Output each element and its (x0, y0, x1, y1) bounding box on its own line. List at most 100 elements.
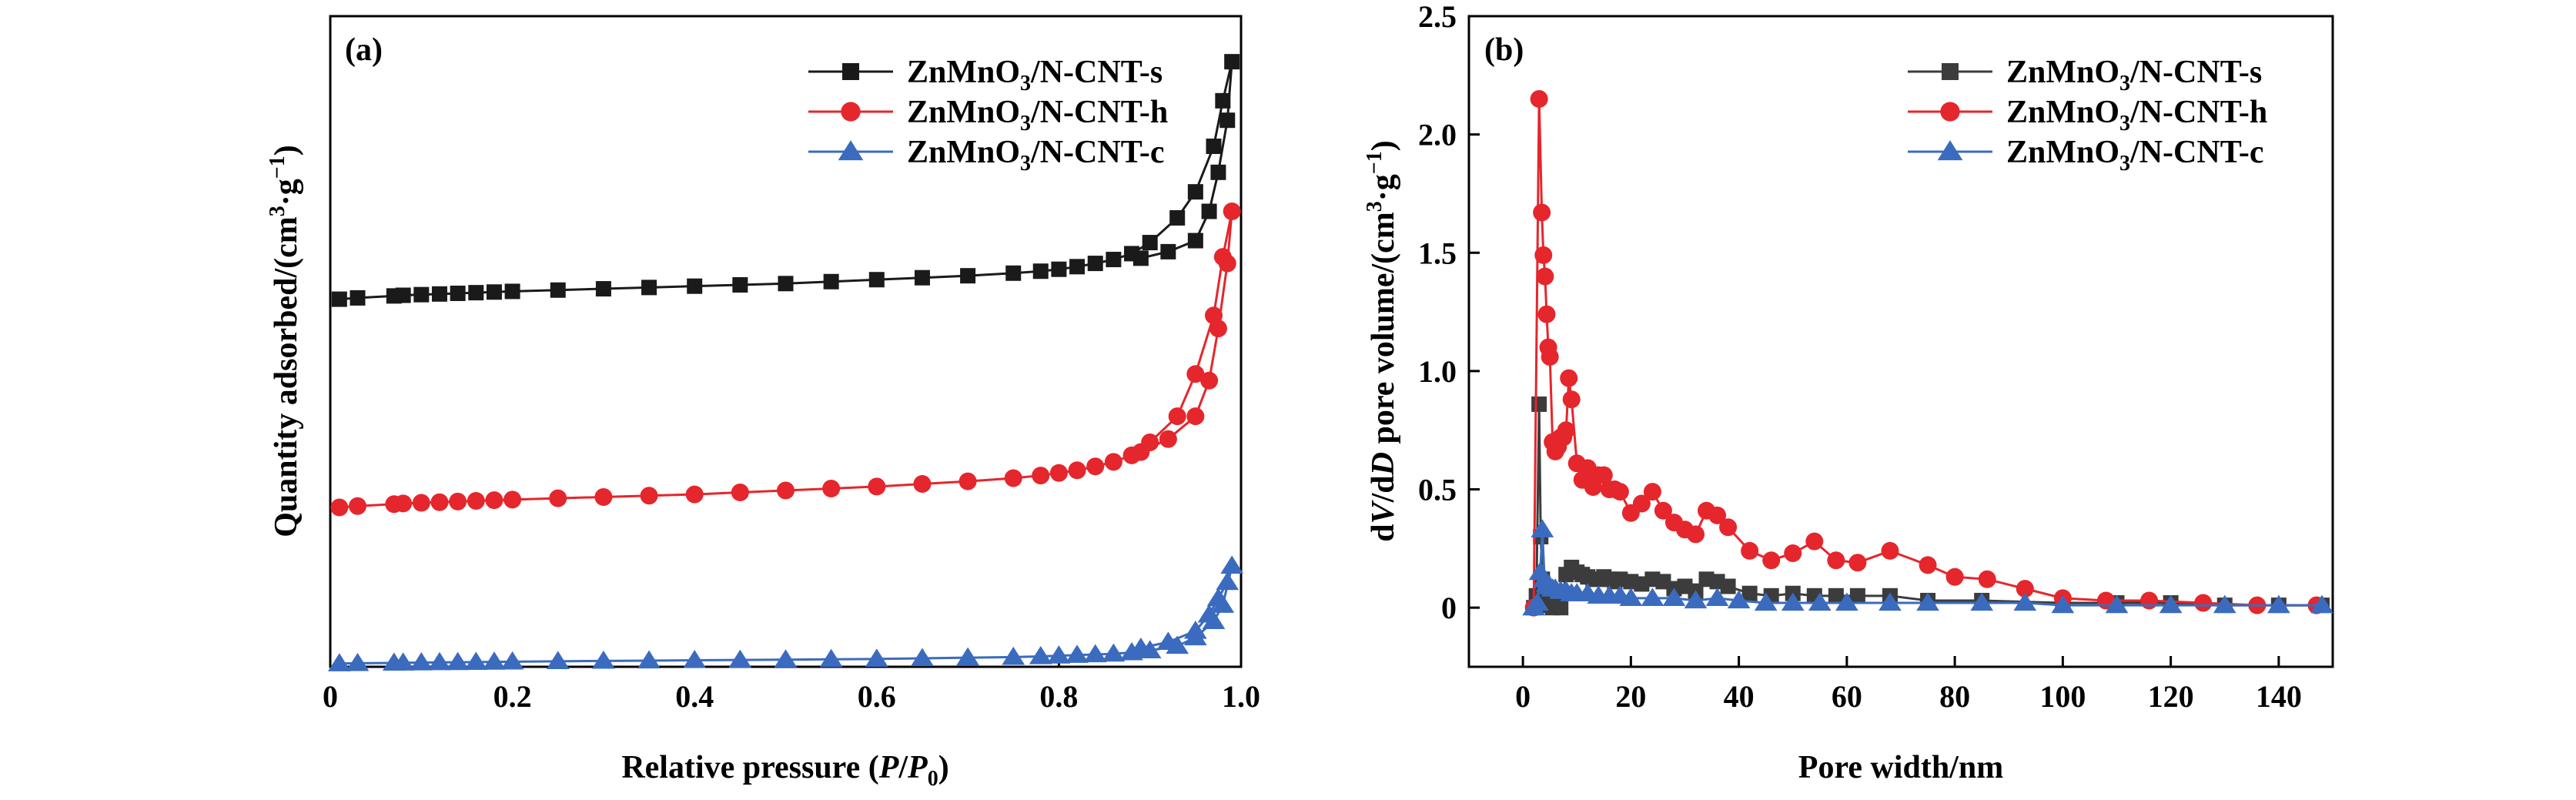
panel-b-series-0-point (1849, 587, 1865, 604)
panel-b-series-1-point (1534, 246, 1553, 264)
panel-a-series-group (327, 54, 1244, 671)
panel-a-series-2-point (1047, 645, 1071, 664)
panel-a-series-0-point (1187, 233, 1203, 249)
panel-b-series-1-point (1594, 466, 1613, 484)
panel-b-series-2-point (1835, 592, 1858, 611)
panel-a-series-0-point (1169, 209, 1186, 226)
panel-b-series-2-point (1705, 587, 1729, 607)
panel-b: 0 20 40 60 80 100 120 140 0 0.5 1.0 1.5 2.0 2.5 (b) Z… (1363, 0, 2334, 785)
panel-b-series-2-point (1531, 519, 1554, 537)
panel-b-series-2 (1522, 519, 2333, 616)
panel-b-ticks: 0 20 40 60 80 100 120 140 0 0.5 1.0 1.5 2.0 2.5 (1418, 0, 2302, 714)
panel-a-series-0-point (1206, 139, 1222, 154)
panel-b-plot-frame (1467, 15, 2334, 668)
panel-a-x-tick-label: 0 (323, 679, 338, 714)
panel-b-legend: ZnMnO3/N-CNT-sZnMnO3/N-CNT-hZnMnO3/N-CNT… (1908, 55, 2267, 176)
panel-a-series-0-point (960, 268, 976, 284)
panel-a-series-2-point (592, 650, 615, 669)
panel-b-series-1-point (2016, 580, 2034, 598)
panel-a-legend-label-2: ZnMnO3/N-CNT-c (907, 135, 1164, 176)
panel-a-series-2-point (1029, 645, 1052, 664)
panel-b-series-0-point (1531, 396, 1547, 412)
panel-a-series-2-point (346, 652, 370, 671)
panel-a-series-1-point (1086, 457, 1105, 476)
panel-a-series-2-point (1002, 646, 1025, 665)
panel-a-series-0-point (1160, 243, 1176, 259)
panel-b-series-1-point (1533, 203, 1551, 222)
panel-b-x-tick-label: 40 (1724, 679, 1755, 714)
panel-a-series-2-point (956, 647, 979, 666)
panel-a-series-1-point (485, 491, 503, 510)
panel-b-series-2-point (2267, 594, 2290, 614)
panel-b-series-1-point (1537, 305, 1556, 323)
panel-a-series-1-point (430, 493, 449, 511)
panel-b-y-tick-label: 2.5 (1418, 0, 1457, 34)
panel-b-series-1-point (1557, 421, 1575, 440)
panel-b-x-tick-label: 80 (1939, 679, 1970, 714)
panel-a-series-2-point (446, 651, 470, 671)
panel-a-series-1-point (958, 472, 977, 490)
panel-a-label: (a) (345, 32, 383, 68)
panel-a-series-0-point (1142, 235, 1158, 251)
panel-a-series-0-point (914, 269, 930, 286)
panel-a-series-0-point (1051, 261, 1067, 277)
panel-b-x-tick-label: 0 (1515, 679, 1531, 714)
panel-a-series-2-point (819, 648, 843, 668)
panel-a-series-0-point (450, 285, 466, 301)
panel-b-series-1-point (1978, 570, 1996, 588)
panel-a-series-0-point (331, 291, 347, 307)
panel-a-series-0-point (468, 285, 484, 301)
panel-a-series-2-point (428, 651, 451, 671)
panel-a-series-2-point (1197, 604, 1221, 623)
panel-a-legend-marker-1 (841, 102, 861, 122)
panel-b-series-1-point (1611, 483, 1629, 501)
panel-a-series-2-point (1083, 644, 1107, 663)
panel-b-y-tick-label: 0 (1441, 591, 1457, 625)
panel-b-series-1-point (1560, 369, 1578, 387)
panel-a-series-1-point (685, 485, 704, 504)
panel-b-series-0-point (1553, 600, 1569, 616)
panel-a-series-1-point (913, 475, 932, 494)
panel-a-series-0-point (431, 286, 447, 302)
panel-a-x-tick-label: 0.2 (493, 679, 532, 714)
panel-a-series-2-point (911, 648, 934, 667)
panel-a-series-0-point (1201, 203, 1217, 219)
panel-b-legend-label-2: ZnMnO3/N-CNT-c (2006, 135, 2263, 176)
panel-a-series-0-point (1219, 112, 1236, 129)
panel-b-series-2-point (1754, 592, 1778, 611)
panel-b-series-1-point (1719, 518, 1738, 537)
panel-a-series-2-point (546, 651, 570, 669)
panel-b-series-2-point (1781, 592, 1805, 611)
panel-a-series-1-point (1032, 467, 1050, 485)
panel-a-series-0-point (1106, 252, 1122, 268)
panel-a-series-0-point (550, 282, 566, 298)
panel-a-series-0-point (1132, 250, 1149, 266)
panel-b-series-2-point (2213, 594, 2236, 614)
panel-a-series-1 (330, 203, 1241, 517)
panel-a-series-1-point (822, 479, 841, 497)
panel-b-series-2-point (1641, 587, 1664, 607)
panel-a-series-2-point (391, 652, 415, 671)
panel-a-series-1-point (412, 494, 430, 512)
panel-a-series-2-point (1066, 644, 1089, 663)
panel-a-x-tick-label: 0.8 (1039, 679, 1078, 714)
panel-b-legend-label-1: ZnMnO3/N-CNT-h (2006, 95, 2267, 136)
panel-b-x-axis-label: Pore width/nm (1798, 750, 2003, 785)
panel-a-series-0-point (413, 286, 430, 303)
panel-a-series-0-point (1224, 54, 1240, 70)
panel-b-x-tick-label: 100 (2039, 679, 2086, 714)
panel-b-y-tick-label: 1.5 (1418, 236, 1457, 270)
panel-a-series-1-point (1159, 430, 1177, 448)
panel-a-series-1-point (1004, 469, 1022, 487)
panel-b-series-1-point (1881, 541, 1899, 560)
panel-a-series-2-point (500, 651, 524, 670)
panel-a-series-2-point (327, 653, 351, 671)
panel-b-series-2-point (1970, 592, 1994, 611)
panel-a-series-1-point (1200, 371, 1219, 390)
panel-b-x-tick-label: 20 (1615, 679, 1646, 714)
panel-b-legend-marker-1 (1940, 102, 1960, 122)
panel-a-series-2-point (1220, 555, 1244, 574)
panel-b-series-1-line (1532, 99, 2317, 608)
panel-a-series-2-point (410, 652, 433, 671)
